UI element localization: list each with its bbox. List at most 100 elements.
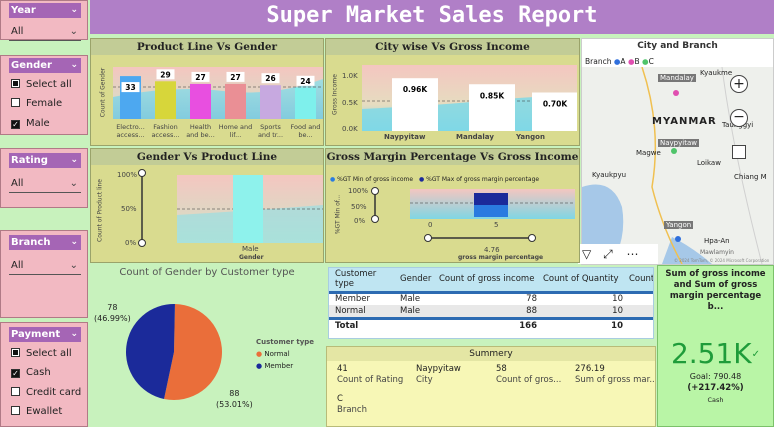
bar-2 [190, 83, 211, 119]
chart-title: City wise Vs Gross Income [326, 39, 579, 55]
focus-mode-icon[interactable]: ⤢ [603, 247, 613, 261]
x-tick: Mandalay [456, 133, 494, 141]
gender-slicer-title[interactable]: Gender ⌄ [9, 58, 81, 73]
gross-margin-slider[interactable] [424, 233, 536, 243]
legend-label: Branch [585, 57, 612, 66]
gender-option-female[interactable]: Female [11, 98, 62, 112]
range-slider[interactable] [370, 187, 380, 223]
summary-title: Summery [327, 347, 655, 361]
y-tick: 100% [348, 187, 369, 195]
pie-chart-visual[interactable]: Count of Gender by Customer type 78 (46.9… [90, 264, 324, 427]
column-header[interactable]: Customer type [335, 269, 377, 290]
data-label-member: 78 (46.99%) [94, 303, 131, 323]
gender-product-line-chart[interactable]: Gender Vs Product Line Count of Product … [90, 148, 324, 263]
x-tick: 5 [494, 221, 499, 229]
summary-item: C Branch [337, 394, 367, 415]
y-axis-label: Count of Product line [96, 179, 104, 242]
data-label-normal: 88 (53.01%) [216, 389, 253, 409]
column-header[interactable]: Count [629, 274, 654, 285]
y-tick: 0.5K [342, 99, 358, 107]
data-table[interactable]: Customer type Gender Count of gross inco… [328, 267, 654, 339]
checkbox-icon[interactable] [11, 79, 20, 88]
gender-slicer: Gender ⌄ Select all Female ✓ Male [0, 55, 88, 135]
chart-title: Product Line Vs Gender [91, 39, 323, 55]
summary-item: 58 Count of gros... [496, 364, 562, 385]
bar-4 [260, 85, 281, 119]
margin-plot [410, 189, 575, 219]
legend-dot-b: ● [627, 57, 635, 66]
year-dropdown[interactable]: All ⌄ [9, 22, 81, 41]
chevron-down-icon[interactable]: ⌄ [70, 60, 78, 70]
x-axis-label: gross margin percentage [458, 254, 544, 261]
year-slicer-title[interactable]: Year ⌄ [9, 3, 81, 18]
chart-title: Count of Gender by Customer type [119, 267, 295, 278]
y-axis-label: %GT Min of... [334, 194, 342, 235]
kpi-title: Sum of gross income and Sum of gross mar… [665, 269, 766, 312]
map-label-myanmar: MYANMAR [652, 116, 717, 127]
gender-option-male[interactable]: ✓ Male [11, 118, 50, 129]
data-label: 33 [125, 83, 135, 92]
bar-3 [225, 83, 246, 119]
branch-dropdown[interactable]: All ⌄ [9, 256, 81, 275]
checkbox-checked-icon[interactable]: ✓ [11, 369, 20, 378]
kpi-delta: (+217.42%) [687, 383, 744, 393]
bar-min [474, 205, 508, 217]
chevron-down-icon[interactable]: ⌄ [70, 5, 78, 15]
margin-income-chart[interactable]: Gross Margin Percentage Vs Gross Income … [325, 148, 580, 263]
map-canvas[interactable] [582, 67, 773, 264]
y-tick: 50% [121, 205, 137, 213]
bar-1 [155, 81, 176, 119]
bar-5 [295, 87, 316, 119]
payment-option-cash[interactable]: ✓ Cash [11, 367, 51, 378]
column-header[interactable]: Count of Quantity [543, 274, 619, 285]
summary-card: Summery 41 Count of Rating Naypyitaw City … [326, 346, 656, 427]
column-header[interactable]: Count of gross income [439, 274, 535, 285]
city-income-chart[interactable]: City wise Vs Gross Income Gross Income 1… [325, 38, 580, 146]
bar-male [233, 175, 263, 243]
bar-1 [469, 84, 515, 131]
zoom-out-button[interactable]: − [730, 109, 748, 127]
column-header[interactable]: Gender [400, 274, 432, 285]
chevron-down-icon[interactable]: ⌄ [70, 237, 78, 247]
chevron-down-icon[interactable]: ⌄ [70, 329, 78, 339]
kpi-card[interactable]: Sum of gross income and Sum of gross mar… [657, 265, 774, 427]
payment-option-ewallet[interactable]: Ewallet [11, 406, 62, 420]
gender-option-select-all[interactable]: Select all [11, 79, 72, 93]
map-label-mawlamyine: Mawlamyin [700, 249, 734, 256]
summary-item: 276.19 Sum of gross mar... [575, 364, 655, 385]
checkbox-checked-icon[interactable]: ✓ [11, 120, 20, 129]
product-line-chart[interactable]: Product Line Vs Gender Count of Gender 3… [90, 38, 324, 146]
filter-icon[interactable]: ▽ [582, 247, 592, 261]
rating-slicer-title[interactable]: Rating ⌄ [9, 153, 81, 168]
x-tick: Health and be... [186, 123, 215, 139]
chart-title: Gross Margin Percentage Vs Gross Income [326, 149, 579, 165]
data-label: 0.70K [543, 100, 569, 109]
chevron-down-icon[interactable]: ⌄ [70, 155, 78, 165]
map-label-loikaw: Loikaw [697, 159, 721, 167]
more-options-icon[interactable]: ⋯ [626, 247, 639, 261]
payment-option-select-all[interactable]: Select all [11, 348, 72, 362]
data-label: 27 [195, 73, 205, 82]
map-label-kyaukme: Kyaukme [700, 69, 733, 77]
map-label-naypyitaw: Naypyitaw [658, 139, 699, 147]
data-label: 0.96K [403, 85, 429, 94]
slider-value: 4.76 [484, 246, 500, 254]
payment-option-credit-card[interactable]: Credit card [11, 387, 81, 401]
checkbox-icon[interactable] [11, 98, 20, 107]
map-visual[interactable]: City and Branch Branch ●A ●B ●C Mandalay… [581, 38, 774, 265]
map-credits: © 2024 TomTom, © 2024 Microsoft Corporat… [674, 258, 770, 263]
range-slider[interactable] [137, 169, 147, 247]
x-tick: 0 [428, 221, 433, 229]
checkmark-icon: ✓ [751, 349, 761, 360]
zoom-in-button[interactable]: + [730, 75, 748, 93]
payment-slicer-title[interactable]: Payment ⌄ [9, 327, 81, 342]
branch-slicer-title[interactable]: Branch ⌄ [9, 235, 81, 250]
x-tick: Naypyitaw [384, 133, 426, 141]
pie-plot [125, 304, 222, 400]
x-tick: Yangon [516, 133, 545, 141]
checkbox-icon[interactable] [11, 348, 20, 357]
checkbox-icon[interactable] [11, 406, 20, 415]
map-select-icon[interactable] [732, 145, 746, 159]
checkbox-icon[interactable] [11, 387, 20, 396]
rating-dropdown[interactable]: All ⌄ [9, 174, 81, 193]
